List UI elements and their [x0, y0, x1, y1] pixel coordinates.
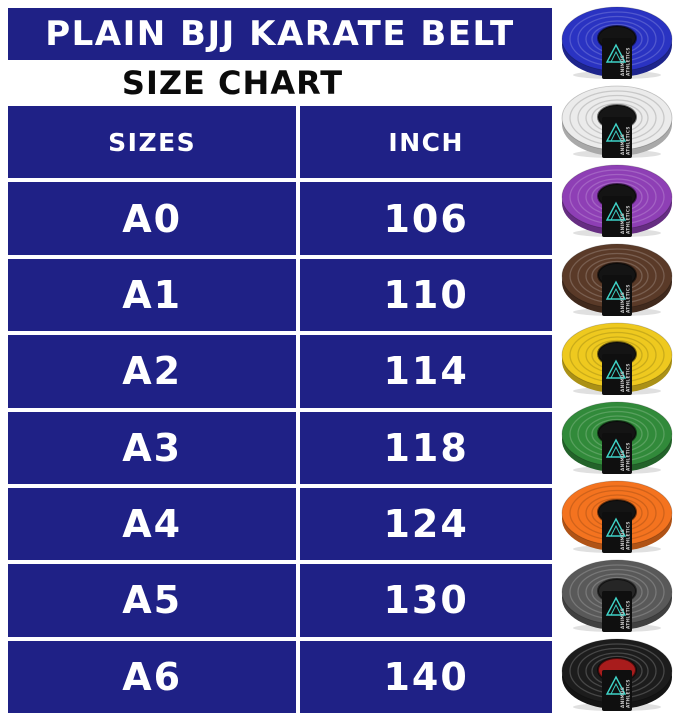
- page-title: PLAIN BJJ KARATE BELT: [8, 8, 552, 60]
- brand-label-line1: ANIMUS: [620, 529, 626, 550]
- belt-blue: ANIMUS ATHLETICS: [555, 2, 679, 81]
- belt-roll-graphic: ANIMUS ATHLETICS: [561, 164, 673, 237]
- belt-yellow: ANIMUS ATHLETICS: [555, 318, 679, 397]
- triangle-logo-icon: [605, 596, 627, 616]
- triangle-logo-icon: [605, 675, 627, 695]
- brand-label-line1: ANIMUS: [620, 134, 626, 155]
- brand-label-line1: ANIMUS: [620, 55, 626, 76]
- brand-label-line2: ATHLETICS: [626, 679, 632, 708]
- size-cell: A4: [8, 487, 297, 561]
- brand-label: ANIMUS ATHLETICS: [602, 196, 632, 237]
- triangle-logo-icon: [605, 122, 627, 142]
- brand-label: ANIMUS ATHLETICS: [602, 275, 632, 316]
- brand-label-line2: ATHLETICS: [626, 205, 632, 234]
- brand-label-line1: ANIMUS: [620, 292, 626, 313]
- belt-roll-graphic: ANIMUS ATHLETICS: [561, 6, 673, 79]
- inch-cell: 130: [300, 564, 552, 637]
- brand-label-line1: ANIMUS: [620, 371, 626, 392]
- brand-label: ANIMUS ATHLETICS: [602, 670, 632, 711]
- size-cell: A1: [8, 258, 297, 332]
- column-header-sizes: SIZES: [8, 106, 297, 179]
- size-cell: A5: [8, 564, 297, 637]
- inch-cell: 106: [300, 182, 552, 255]
- belt-roll-graphic: ANIMUS ATHLETICS: [561, 243, 673, 316]
- brand-label-line2: ATHLETICS: [626, 442, 632, 471]
- inch-cell: 140: [300, 640, 552, 713]
- belt-brown: ANIMUS ATHLETICS: [555, 239, 679, 318]
- triangle-logo-icon: [605, 359, 627, 379]
- belt-black: ANIMUS ATHLETICS: [555, 634, 679, 713]
- column-header-inch: INCH: [300, 106, 552, 179]
- belt-purple: ANIMUS ATHLETICS: [555, 160, 679, 239]
- size-chart-panel: PLAIN BJJ KARATE BELT SIZE CHART SIZES I…: [8, 8, 552, 713]
- size-cell: A6: [8, 640, 297, 713]
- brand-label-line2: ATHLETICS: [626, 126, 632, 155]
- brand-label: ANIMUS ATHLETICS: [602, 38, 632, 79]
- inch-cell: 114: [300, 335, 552, 408]
- inch-cell: 118: [300, 411, 552, 484]
- triangle-logo-icon: [605, 438, 627, 458]
- triangle-logo-icon: [605, 280, 627, 300]
- brand-label-line2: ATHLETICS: [626, 600, 632, 629]
- belt-green: ANIMUS ATHLETICS: [555, 397, 679, 476]
- inch-cell: 124: [300, 487, 552, 561]
- triangle-logo-icon: [605, 201, 627, 221]
- subtitle: SIZE CHART: [121, 64, 344, 102]
- brand-label-line1: ANIMUS: [620, 213, 626, 234]
- brand-label-line1: ANIMUS: [620, 450, 626, 471]
- belt-roll-graphic: ANIMUS ATHLETICS: [561, 401, 673, 474]
- size-cell: A2: [8, 335, 297, 408]
- brand-label: ANIMUS ATHLETICS: [602, 354, 632, 395]
- belt-white: ANIMUS ATHLETICS: [555, 81, 679, 160]
- brand-label: ANIMUS ATHLETICS: [602, 591, 632, 632]
- belt-gray: ANIMUS ATHLETICS: [555, 555, 679, 634]
- triangle-logo-icon: [605, 517, 627, 537]
- belt-roll-graphic: ANIMUS ATHLETICS: [561, 85, 673, 158]
- brand-label-line1: ANIMUS: [620, 608, 626, 629]
- inch-cell: 110: [300, 258, 552, 332]
- size-cell: A3: [8, 411, 297, 484]
- size-table: SIZES INCH A0 106 A1 110 A2 114 A3 118 A…: [8, 106, 552, 713]
- belt-orange: ANIMUS ATHLETICS: [555, 476, 679, 555]
- brand-label-line1: ANIMUS: [620, 687, 626, 708]
- triangle-logo-icon: [605, 43, 627, 63]
- belt-roll-graphic: ANIMUS ATHLETICS: [561, 322, 673, 395]
- belt-roll-graphic: ANIMUS ATHLETICS: [561, 559, 673, 632]
- brand-label-line2: ATHLETICS: [626, 363, 632, 392]
- brand-label-line2: ATHLETICS: [626, 284, 632, 313]
- brand-label: ANIMUS ATHLETICS: [602, 117, 632, 158]
- brand-label: ANIMUS ATHLETICS: [602, 512, 632, 553]
- belt-roll-graphic: ANIMUS ATHLETICS: [561, 480, 673, 553]
- brand-label-line2: ATHLETICS: [626, 47, 632, 76]
- brand-label-line2: ATHLETICS: [626, 521, 632, 550]
- belt-photo-column: ANIMUS ATHLETICS ANIMUS ATHLETICS: [555, 0, 679, 713]
- size-cell: A0: [8, 182, 297, 255]
- brand-label: ANIMUS ATHLETICS: [602, 433, 632, 474]
- belt-roll-graphic: ANIMUS ATHLETICS: [561, 638, 673, 711]
